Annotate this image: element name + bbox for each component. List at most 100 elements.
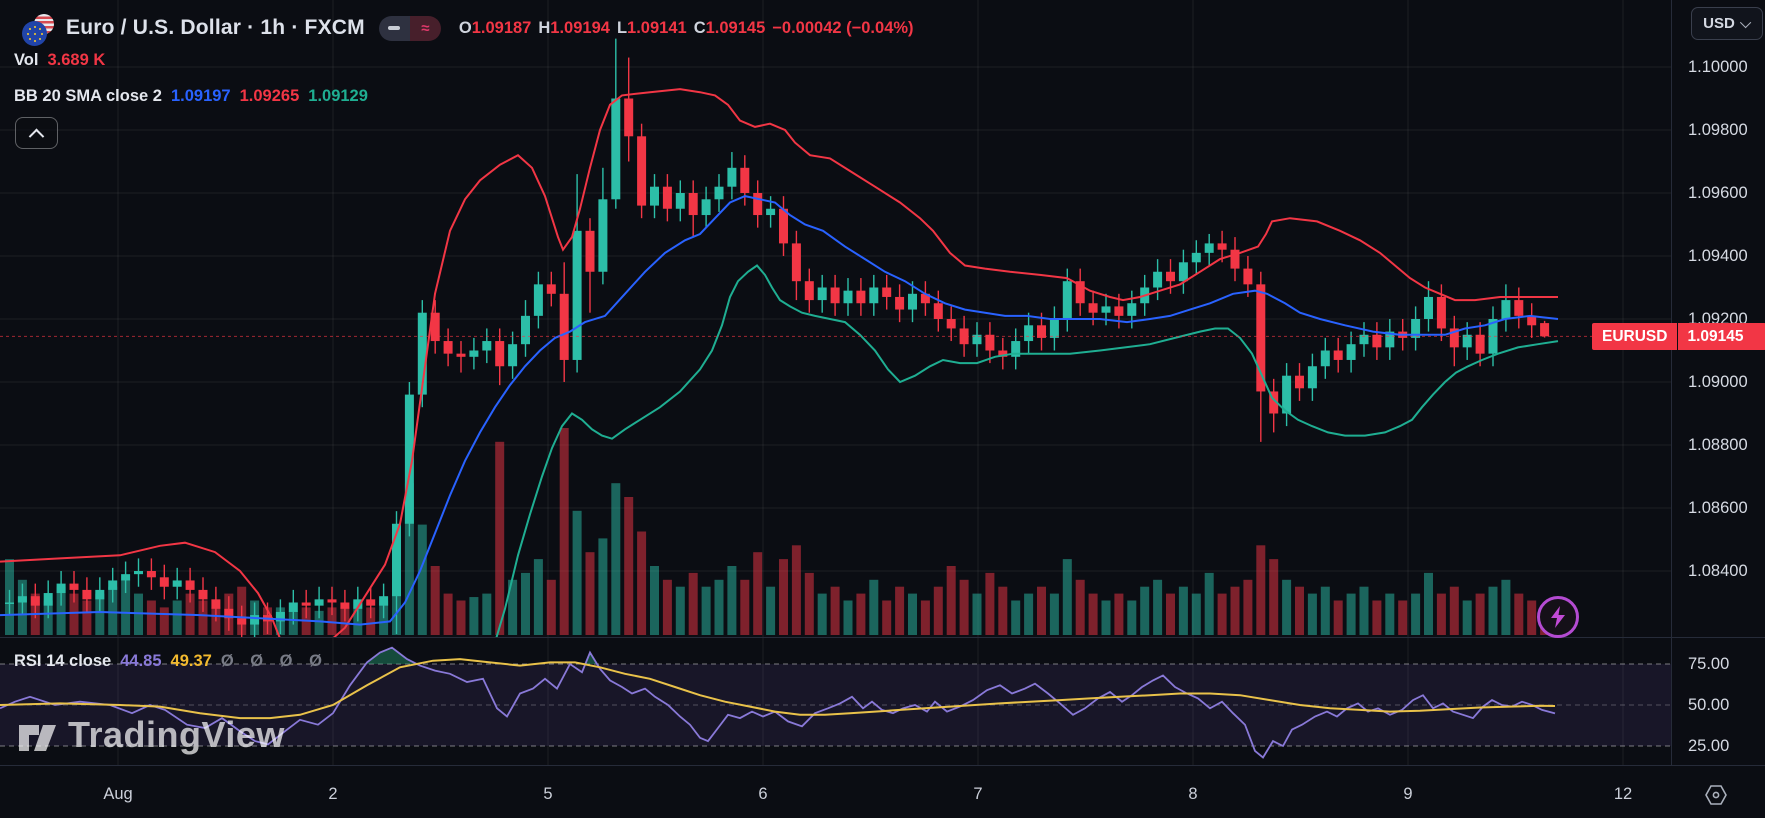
time-axis-label[interactable]: Aug	[103, 785, 133, 803]
rsi-axis-label[interactable]: 50.00	[1688, 696, 1730, 714]
candle-body	[95, 589, 105, 600]
time-axis-label[interactable]: 8	[1188, 785, 1198, 803]
price-axis-label[interactable]: 1.09600	[1688, 184, 1748, 202]
candle-body	[637, 136, 647, 206]
candle-body	[275, 611, 285, 622]
volume-bar	[1346, 593, 1356, 635]
candle-body	[1359, 334, 1369, 345]
candle-body	[1527, 315, 1537, 326]
candle-body	[379, 596, 389, 606]
bb-basis-line	[0, 195, 1559, 626]
candle-body	[1230, 249, 1240, 269]
price-axis-label[interactable]: 1.10000	[1688, 58, 1748, 76]
candle-body	[1282, 375, 1292, 414]
candle-body	[714, 186, 724, 200]
time-axis-label[interactable]: 6	[758, 785, 768, 803]
candle-body	[1411, 319, 1421, 338]
volume-bar	[1101, 600, 1111, 635]
minimize-segment[interactable]	[378, 15, 410, 41]
candle-body	[1075, 281, 1085, 304]
volume-bar	[1282, 579, 1292, 635]
candle-body	[1127, 303, 1137, 316]
candle-body	[108, 580, 118, 590]
currency-label: USD	[1703, 15, 1735, 32]
rsi-axis-label[interactable]: 25.00	[1688, 737, 1730, 755]
volume-bar	[443, 593, 453, 635]
collapse-pane-button[interactable]	[15, 117, 58, 149]
candle-body	[1307, 366, 1317, 389]
time-axis-label[interactable]: 7	[973, 785, 983, 803]
boost-lightning-button[interactable]	[1537, 596, 1579, 638]
candle-body	[753, 193, 763, 216]
volume-bar	[637, 531, 647, 635]
approx-segment[interactable]: ≈	[409, 15, 441, 41]
candle-body	[430, 312, 440, 342]
candle-body	[920, 293, 930, 304]
candle-body	[211, 599, 221, 609]
volume-bar	[1320, 586, 1330, 635]
symbol-title[interactable]: Euro / U.S. Dollar · 1h · FXCM	[66, 16, 365, 39]
candle-body	[392, 523, 401, 597]
candle-body	[1436, 296, 1446, 329]
bb-basis-value: 1.09197	[170, 87, 231, 105]
candle-body	[1424, 296, 1433, 319]
price-axis-label[interactable]: 1.08800	[1688, 436, 1748, 454]
candle-body	[250, 615, 260, 625]
volume-bar	[830, 586, 840, 635]
candle-body	[843, 290, 853, 304]
eurusd-flag-icon	[12, 8, 56, 48]
price-axis-label[interactable]: 1.08400	[1688, 562, 1748, 580]
bb-upper-value: 1.09265	[239, 87, 300, 105]
market-status-toggle[interactable]: ≈	[378, 15, 441, 41]
volume-bar	[1295, 586, 1304, 635]
volume-bar	[779, 559, 788, 635]
price-axis-separator	[1671, 0, 1672, 765]
candle-body	[1088, 303, 1098, 313]
candle-body	[727, 167, 737, 187]
volume-bar	[404, 483, 414, 635]
time-axis-label[interactable]: 5	[543, 785, 553, 803]
volume-bar	[972, 593, 982, 635]
volume-bar	[1062, 559, 1072, 635]
candle-body	[185, 580, 195, 590]
candle-body	[1462, 334, 1472, 348]
volume-bar	[740, 579, 750, 635]
time-axis-label[interactable]: 12	[1613, 785, 1633, 803]
candle-body	[804, 281, 814, 301]
candle-body	[366, 599, 376, 606]
price-axis-label[interactable]: 1.08600	[1688, 499, 1748, 517]
time-axis-label[interactable]: 2	[328, 785, 338, 803]
volume-bar	[1514, 593, 1524, 635]
candle-body	[624, 98, 634, 137]
rsi-axis-label[interactable]: 75.00	[1688, 655, 1730, 673]
rsi-legend[interactable]: RSI 14 close 44.85 49.37 Ø Ø Ø Ø	[14, 652, 328, 671]
candle-body	[1049, 319, 1059, 338]
currency-dropdown-button[interactable]: USD	[1691, 7, 1763, 40]
candle-body	[985, 334, 995, 351]
candle-body	[1153, 271, 1163, 288]
pane-separator[interactable]	[0, 637, 1765, 638]
volume-bar	[1011, 600, 1021, 635]
volume-legend[interactable]: Vol 3.689 K	[14, 51, 105, 70]
time-axis-label[interactable]: 9	[1403, 785, 1413, 803]
lightning-icon	[1551, 606, 1565, 628]
price-axis-label[interactable]: 1.09800	[1688, 121, 1748, 139]
minus-dash-icon	[388, 26, 401, 30]
volume-bar	[533, 559, 543, 635]
volume-bar	[662, 579, 672, 635]
volume-bar	[869, 579, 879, 635]
hexagon-icon	[1705, 785, 1727, 805]
candle-body	[1217, 243, 1227, 250]
axis-settings-button[interactable]	[1703, 782, 1729, 808]
bb-legend[interactable]: BB 20 SMA close 2 1.09197 1.09265 1.0912…	[14, 87, 368, 106]
price-axis-label[interactable]: 1.09000	[1688, 373, 1748, 391]
candle-body	[598, 199, 608, 272]
volume-bar	[417, 524, 427, 635]
volume-bar	[1256, 545, 1266, 635]
last-price-badge[interactable]: EURUSD 1.09145	[1592, 323, 1765, 351]
price-axis-label[interactable]: 1.09400	[1688, 247, 1748, 265]
volume-bar	[546, 579, 556, 635]
volume-bar	[1075, 579, 1085, 635]
rsi-ma-line	[0, 658, 1556, 720]
